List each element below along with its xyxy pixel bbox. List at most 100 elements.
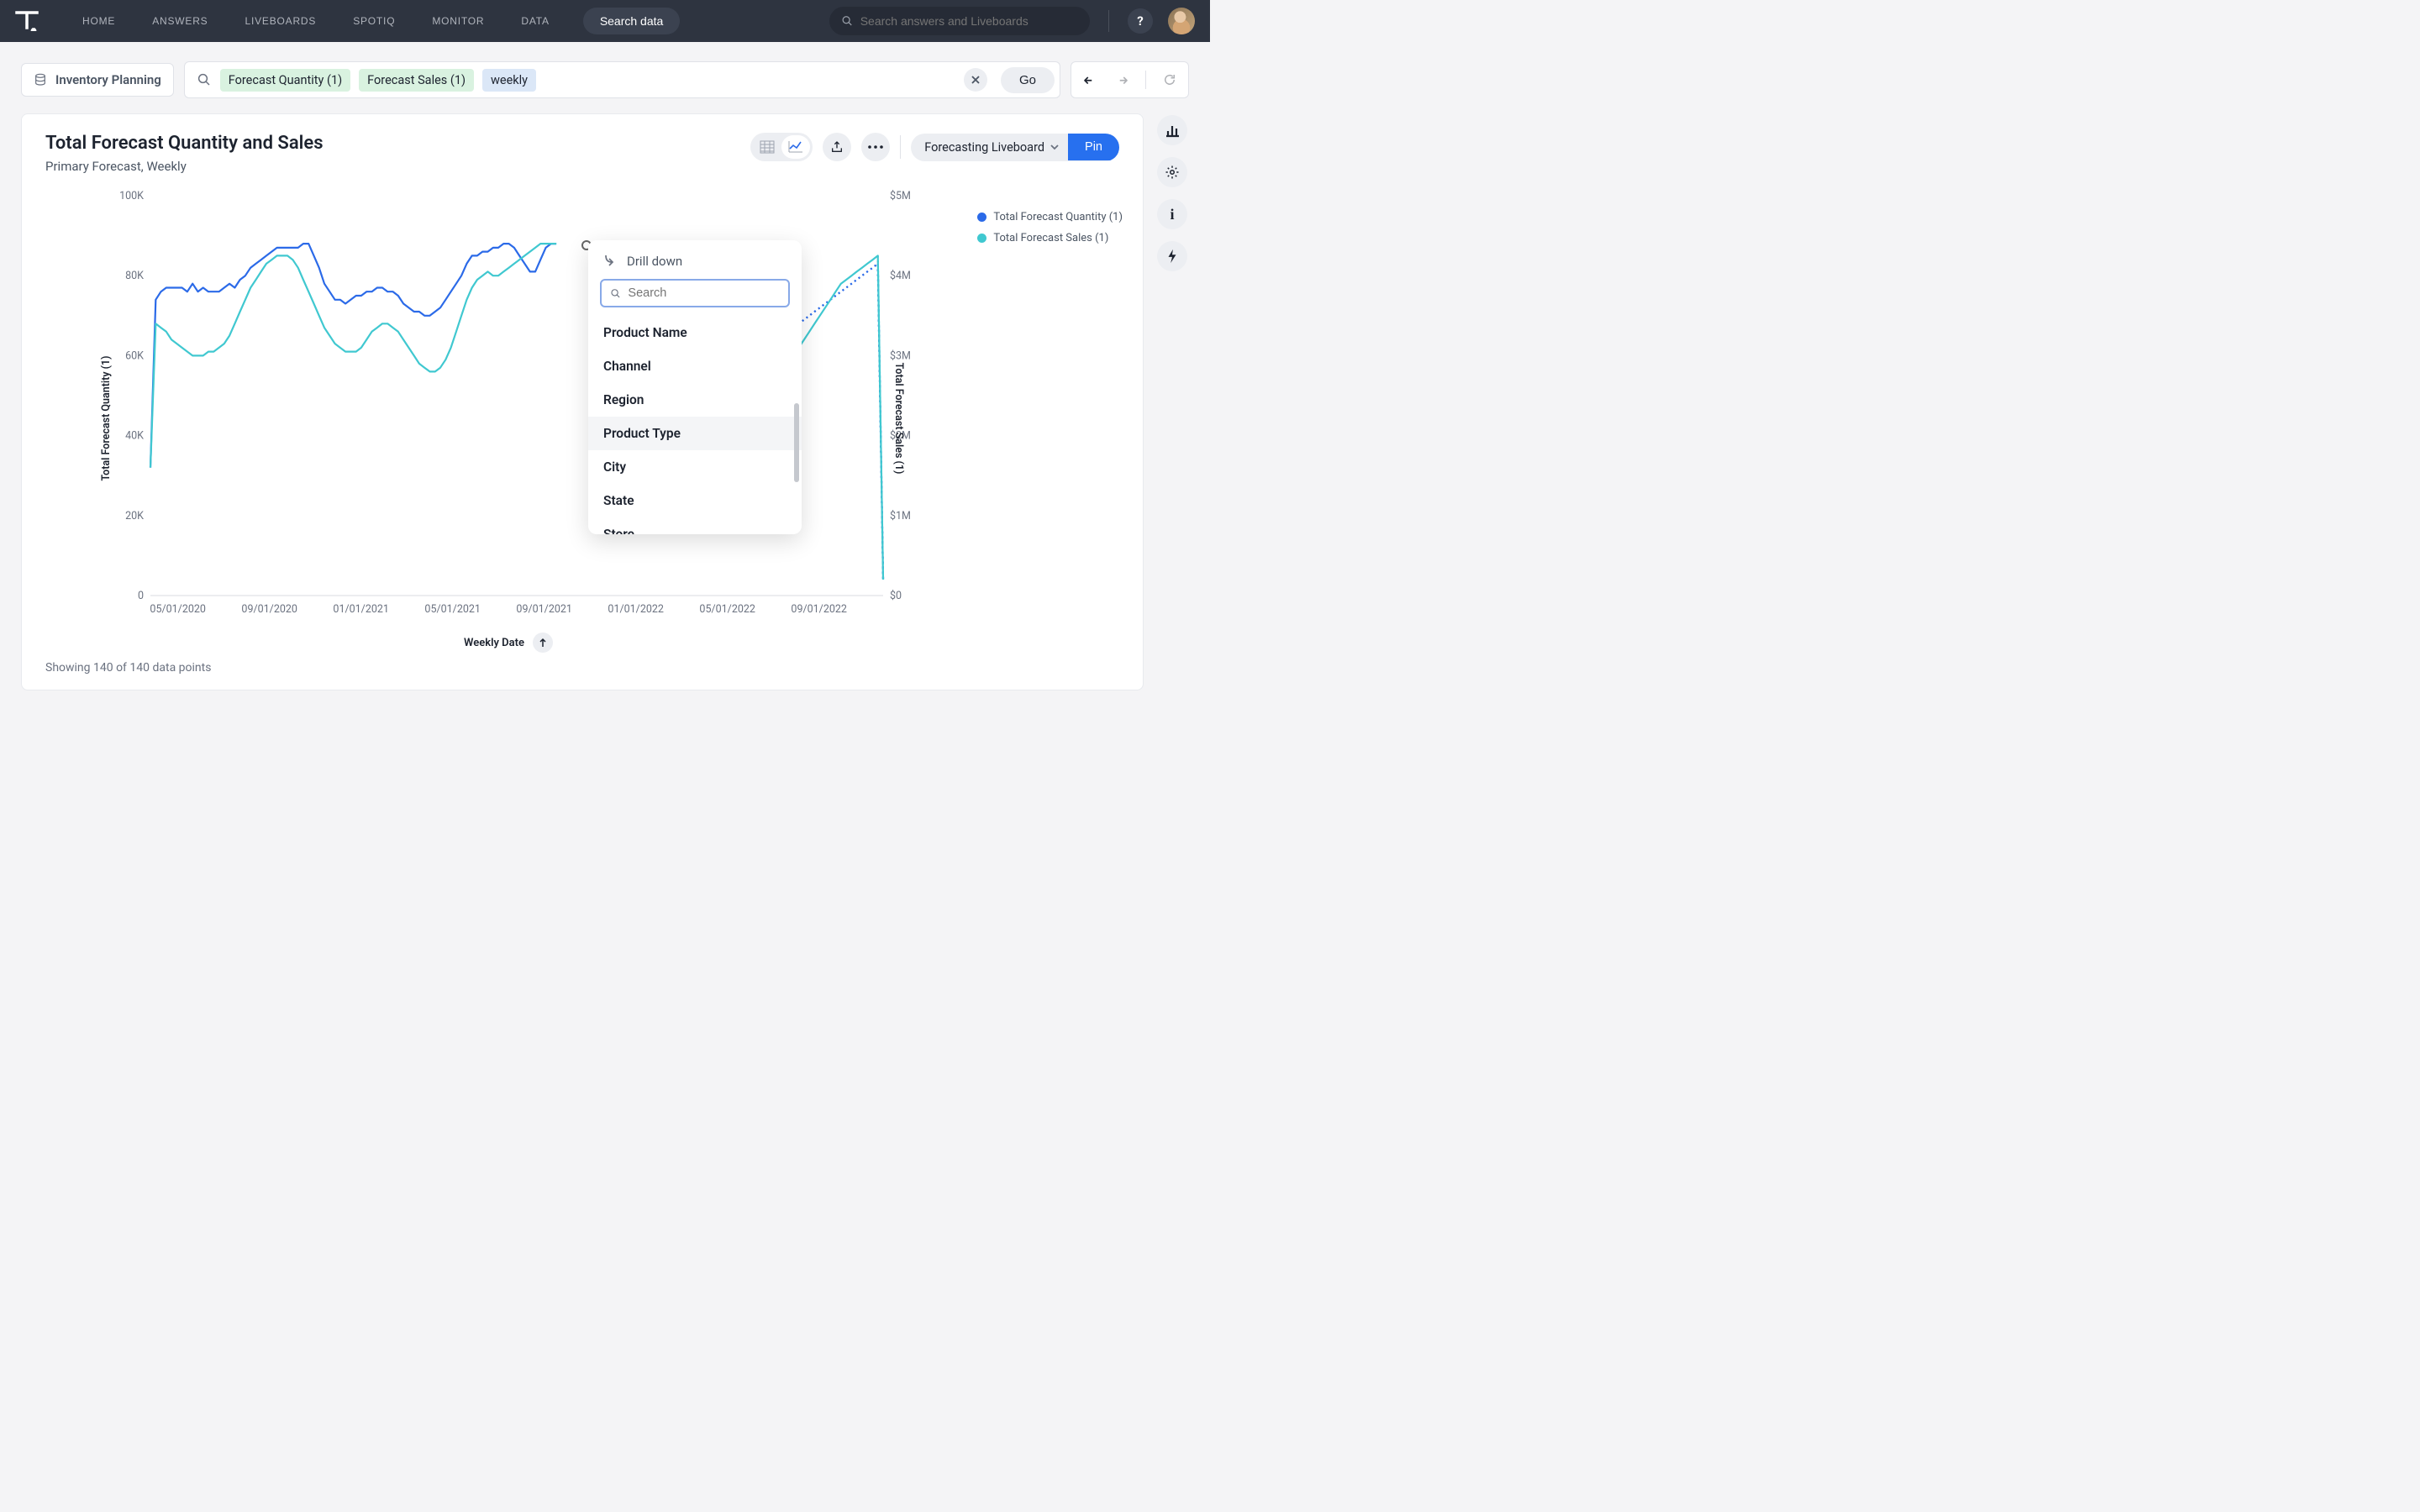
legend-dot <box>977 213 986 222</box>
drill-list: Product Name Channel Region Product Type… <box>588 316 802 534</box>
data-points-status: Showing 140 of 140 data points <box>45 661 1119 675</box>
more-icon <box>868 145 883 149</box>
liveboard-label: Forecasting Liveboard <box>924 140 1044 155</box>
search-data-button[interactable]: Search data <box>583 8 681 34</box>
table-view-button[interactable] <box>753 135 781 159</box>
legend-item[interactable]: Total Forecast Quantity (1) <box>977 211 1123 223</box>
nav-monitor[interactable]: MONITOR <box>413 8 502 34</box>
logo[interactable] <box>15 9 39 33</box>
drill-item[interactable]: Region <box>588 383 802 417</box>
chart-config-button[interactable] <box>1157 115 1187 145</box>
drill-down-menu: Drill down Product Name Channel Region P… <box>588 240 802 534</box>
chart-area: Total Forecast Quantity (1) Total Foreca… <box>45 184 1119 653</box>
query-bar[interactable]: Forecast Quantity (1) Forecast Sales (1)… <box>184 61 1060 98</box>
info-icon: i <box>1170 206 1174 223</box>
query-token[interactable]: Forecast Sales (1) <box>359 69 474 92</box>
chart[interactable]: 020K40K60K80K100K$0$1M$2M$3M$4M$5M05/01/… <box>82 184 934 629</box>
data-source-label: Inventory Planning <box>55 72 161 87</box>
svg-text:09/01/2020: 09/01/2020 <box>241 603 297 616</box>
sort-button[interactable] <box>533 633 553 653</box>
panel-header: Total Forecast Quantity and Sales Primar… <box>45 133 1119 174</box>
nav-liveboards[interactable]: LIVEBOARDS <box>226 8 334 34</box>
svg-text:01/01/2022: 01/01/2022 <box>608 603 664 616</box>
reset-button <box>1161 71 1178 88</box>
legend-label: Total Forecast Sales (1) <box>993 232 1108 244</box>
scrollbar[interactable] <box>794 403 799 482</box>
svg-text:$3M: $3M <box>890 349 911 362</box>
svg-text:60K: 60K <box>125 349 144 362</box>
toolbar: Inventory Planning Forecast Quantity (1)… <box>0 42 1210 98</box>
drill-search[interactable] <box>600 279 790 307</box>
svg-text:$5M: $5M <box>890 190 911 202</box>
help-button[interactable]: ? <box>1128 8 1153 34</box>
svg-text:$0: $0 <box>890 590 902 602</box>
search-icon <box>841 14 854 28</box>
nav-spotiq[interactable]: SPOTIQ <box>334 8 413 34</box>
nav-data[interactable]: DATA <box>502 8 567 34</box>
query-token[interactable]: weekly <box>482 69 536 92</box>
drill-item[interactable]: Channel <box>588 349 802 383</box>
bar-chart-icon <box>1165 123 1180 138</box>
chart-icon <box>788 140 803 154</box>
search-icon <box>610 287 621 300</box>
spotiq-button[interactable] <box>1157 241 1187 271</box>
panel-subtitle: Primary Forecast, Weekly <box>45 159 324 174</box>
legend: Total Forecast Quantity (1) Total Foreca… <box>977 211 1123 244</box>
main-panel: Total Forecast Quantity and Sales Primar… <box>21 113 1144 690</box>
nav-answers[interactable]: ANSWERS <box>134 8 226 34</box>
x-axis-label: Weekly Date <box>464 637 524 649</box>
query-token[interactable]: Forecast Quantity (1) <box>220 69 350 92</box>
liveboard-selector: Forecasting Liveboard Pin <box>911 134 1119 161</box>
svg-text:80K: 80K <box>125 270 144 282</box>
redo-button <box>1113 71 1130 88</box>
global-search-input[interactable] <box>860 14 1078 28</box>
drill-arrow-icon <box>603 254 617 269</box>
nav-links: HOME ANSWERS LIVEBOARDS SPOTIQ MONITOR D… <box>64 8 568 34</box>
drill-item[interactable]: Product Name <box>588 316 802 349</box>
go-button[interactable]: Go <box>1001 67 1055 93</box>
settings-button[interactable] <box>1157 157 1187 187</box>
refresh-icon <box>1162 72 1177 87</box>
info-button[interactable]: i <box>1157 199 1187 229</box>
drill-header: Drill down <box>588 254 802 279</box>
svg-text:100K: 100K <box>119 190 144 202</box>
global-search[interactable] <box>829 7 1090 35</box>
clear-query-button[interactable] <box>964 68 987 92</box>
svg-text:05/01/2021: 05/01/2021 <box>424 603 481 616</box>
drill-item[interactable]: Store <box>588 517 802 534</box>
share-button[interactable] <box>823 133 851 161</box>
svg-text:$4M: $4M <box>890 270 911 282</box>
undo-button[interactable] <box>1081 71 1098 88</box>
panel-actions: Forecasting Liveboard Pin <box>750 133 1119 161</box>
data-source-selector[interactable]: Inventory Planning <box>21 63 174 97</box>
drill-item[interactable]: Product Type <box>588 417 802 450</box>
liveboard-dropdown[interactable]: Forecasting Liveboard <box>911 134 1068 161</box>
svg-text:09/01/2022: 09/01/2022 <box>791 603 847 616</box>
arrow-up-icon <box>539 638 547 648</box>
side-rail: i <box>1157 113 1189 690</box>
x-axis-label-row: Weekly Date <box>82 633 934 653</box>
svg-text:20K: 20K <box>125 510 144 522</box>
lightning-icon <box>1165 249 1180 264</box>
chart-view-button[interactable] <box>781 135 810 159</box>
drill-title: Drill down <box>627 254 682 269</box>
divider <box>900 135 901 159</box>
svg-text:0: 0 <box>138 590 144 602</box>
y-axis-label-right: Total Forecast Sales (1) <box>892 363 905 475</box>
drill-item[interactable]: City <box>588 450 802 484</box>
viz-toggle <box>750 133 813 161</box>
drill-search-input[interactable] <box>628 286 780 300</box>
gear-icon <box>1165 165 1180 180</box>
divider <box>1108 10 1109 32</box>
legend-item[interactable]: Total Forecast Sales (1) <box>977 232 1123 244</box>
pin-button[interactable]: Pin <box>1068 134 1119 160</box>
svg-text:01/01/2021: 01/01/2021 <box>333 603 389 616</box>
svg-text:05/01/2022: 05/01/2022 <box>699 603 755 616</box>
drill-item[interactable]: State <box>588 484 802 517</box>
avatar[interactable] <box>1168 8 1195 34</box>
svg-text:05/01/2020: 05/01/2020 <box>150 603 206 616</box>
more-button[interactable] <box>861 133 890 161</box>
svg-text:$1M: $1M <box>890 510 911 522</box>
nav-home[interactable]: HOME <box>64 8 134 34</box>
legend-dot <box>977 234 986 243</box>
